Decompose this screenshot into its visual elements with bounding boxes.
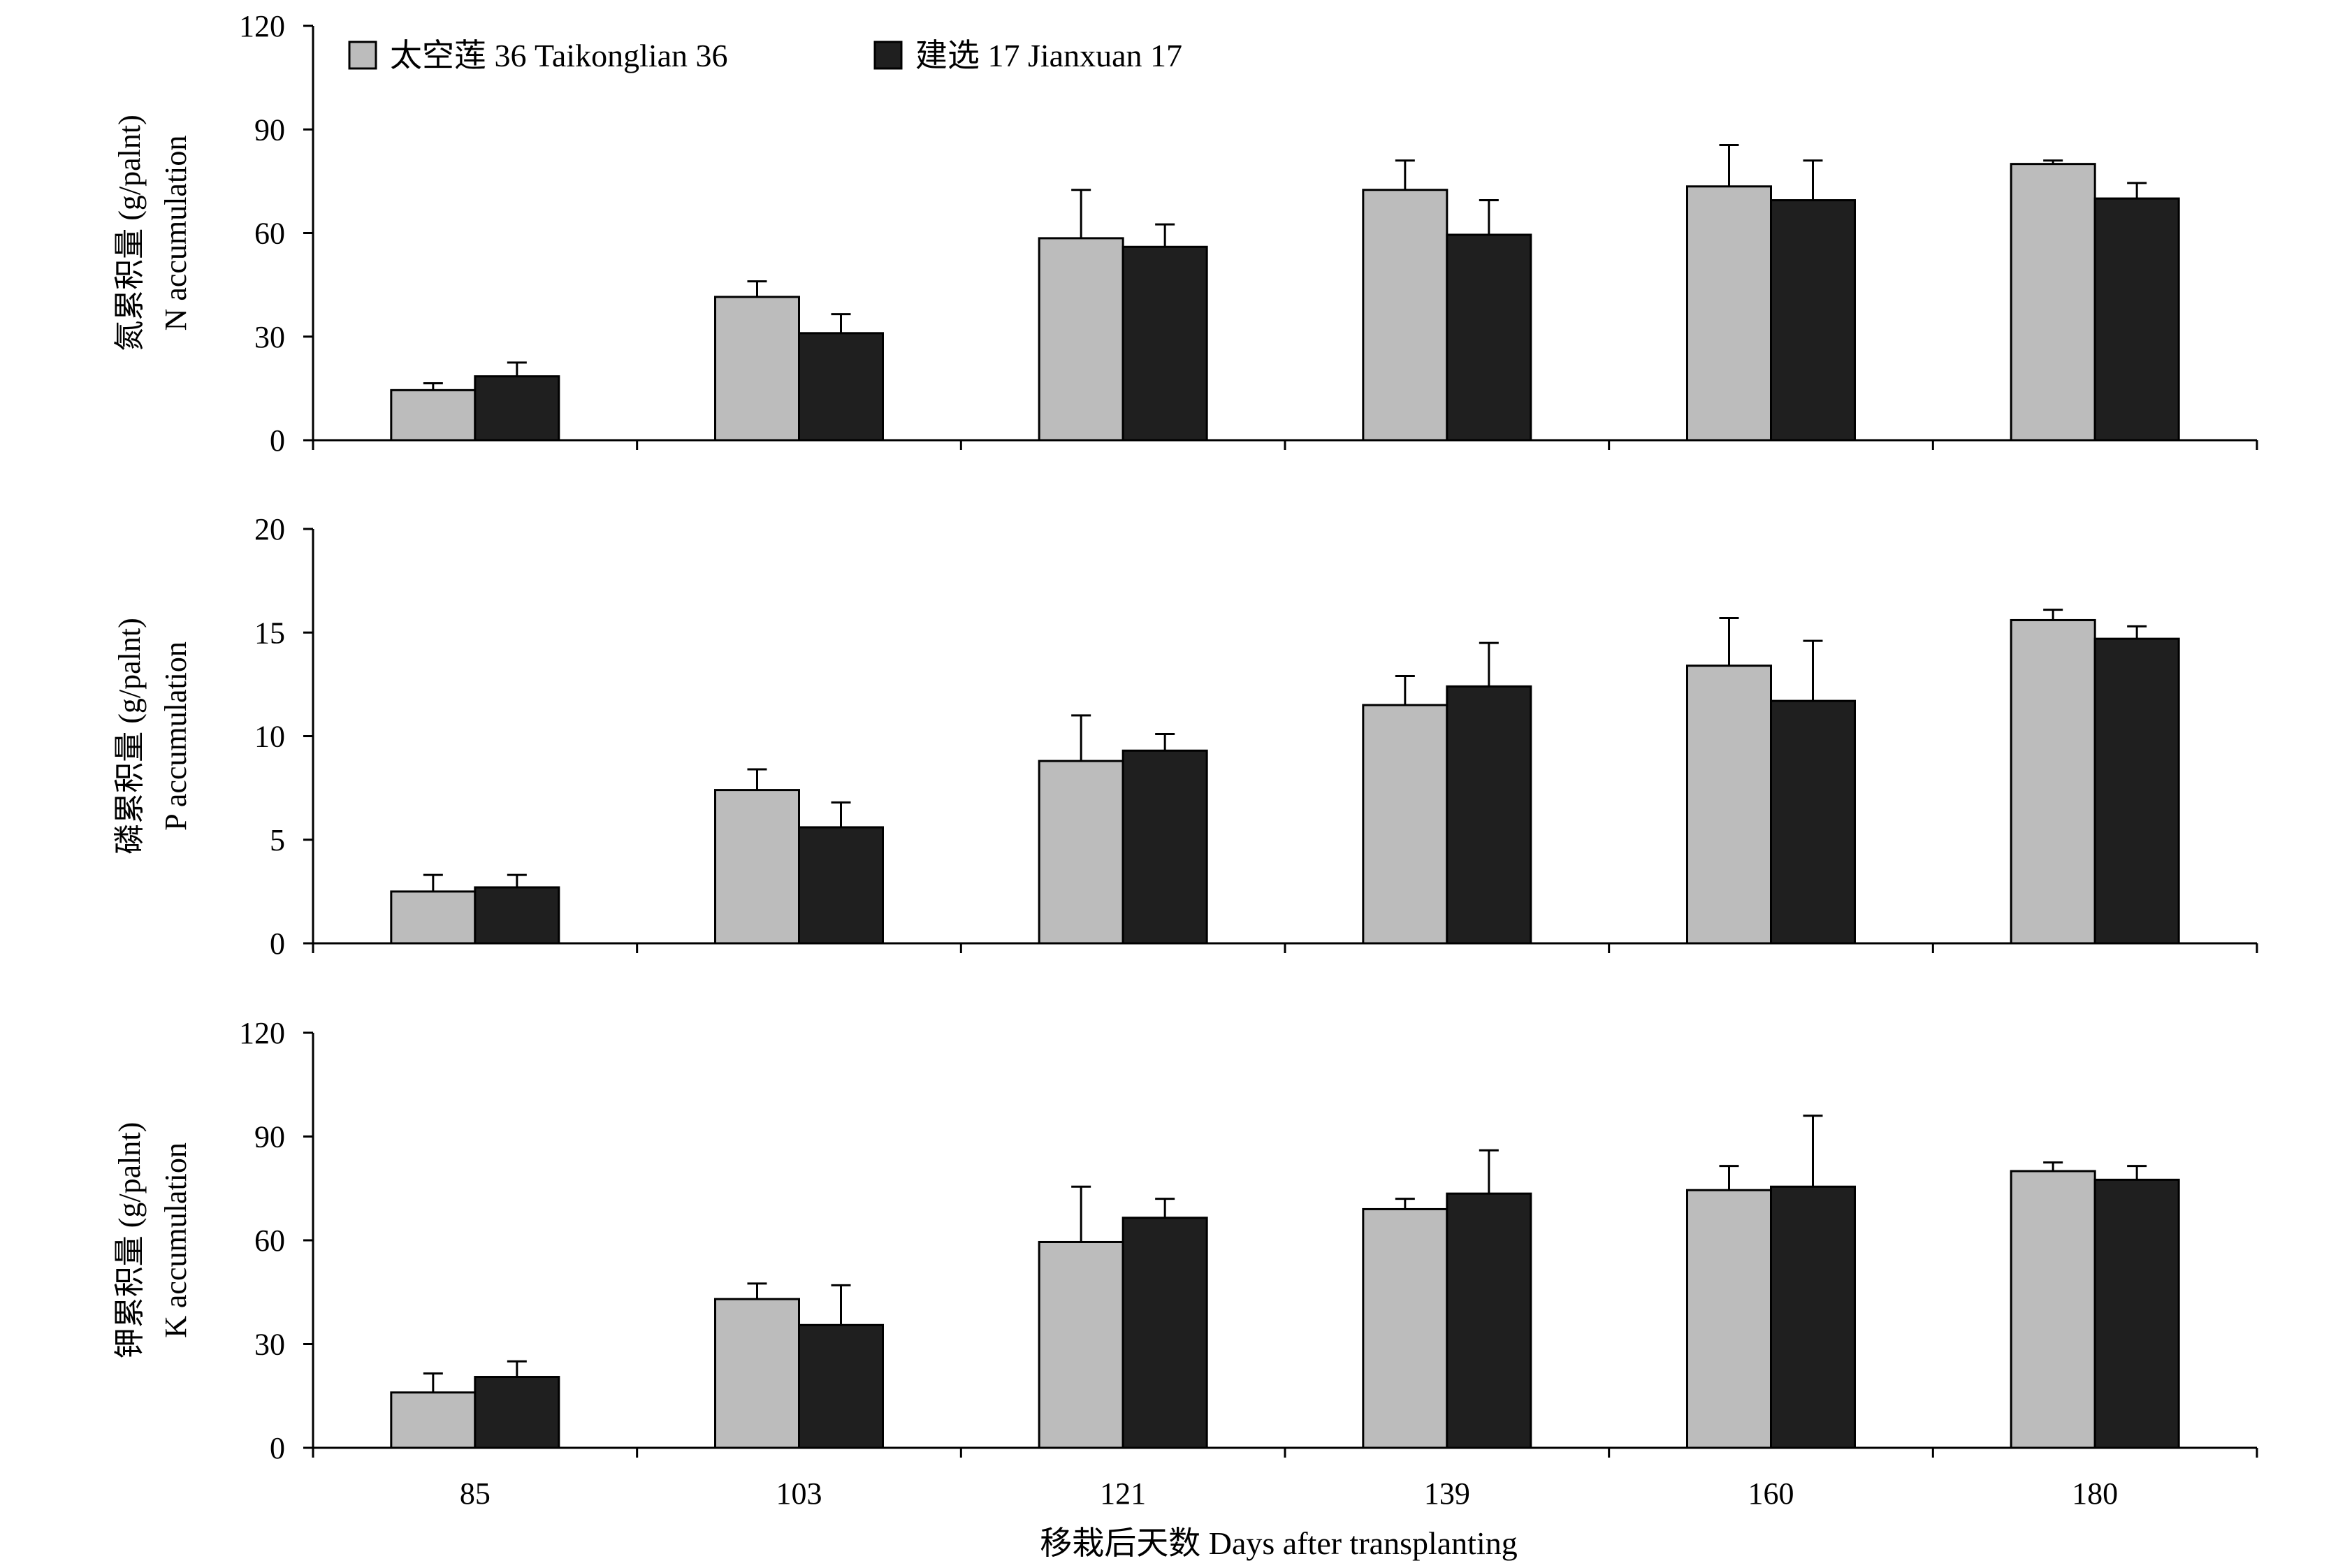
bar-2-103 — [798, 826, 884, 945]
y-tick-label: 0 — [270, 1431, 285, 1465]
bar-1-139 — [1362, 704, 1448, 945]
panel-1: 0 30 60 90 120 氮累积量 (g/palnt) N accumulation — [112, 9, 2258, 458]
bar-1-180 — [2010, 618, 2096, 945]
bar-1-121 — [1038, 1240, 1124, 1449]
x-tick-label: 121 — [1100, 1476, 1146, 1511]
bar-2-160 — [1770, 199, 1856, 442]
bar-2-85 — [474, 375, 560, 442]
legend-label-2: 建选 17 Jianxuan 17 — [915, 38, 1182, 73]
y-tick-label: 60 — [254, 1224, 285, 1258]
y-tick-label: 120 — [239, 9, 285, 43]
bar-2-85 — [474, 886, 560, 945]
y-tick-label: 30 — [254, 320, 285, 354]
y-axis-label: 磷累积量 (g/palnt) P accumulation — [112, 618, 193, 855]
x-tick-label: 160 — [1748, 1476, 1794, 1511]
bar-1-139 — [1362, 1207, 1448, 1449]
bar-2-180 — [2093, 637, 2180, 945]
bar-1-121 — [1038, 760, 1124, 945]
y-tick-label: 120 — [239, 1016, 285, 1050]
bar-2-139 — [1446, 1192, 1532, 1449]
y-axis-label: 钾累积量 (g/palnt) K accumulation — [112, 1122, 193, 1359]
legend-swatch-2 — [873, 41, 903, 70]
bar-2-103 — [798, 332, 884, 442]
bar-1-160 — [1686, 665, 1772, 945]
y-axis-label-line: 磷累积量 (g/palnt) — [112, 618, 147, 855]
y-tick-label: 5 — [270, 823, 285, 857]
bar-1-139 — [1362, 189, 1448, 442]
legend: 太空莲 36 Taikonglian 36 建选 17 Jianxuan 17 — [348, 38, 1182, 73]
y-tick-label: 30 — [254, 1328, 285, 1362]
bar-2-180 — [2093, 197, 2180, 442]
panel-3: 0 30 60 90 120 85 103 121 139 160 180 钾累积量 (g/palnt… — [112, 1016, 2258, 1511]
panels: 0 30 60 90 120 氮累积量 (g/palnt) N accumulation 0 5… — [112, 9, 2258, 1511]
bar-1-121 — [1038, 237, 1124, 442]
bar-1-85 — [390, 890, 477, 945]
bar-1-85 — [390, 389, 477, 442]
bar-1-180 — [2010, 1170, 2096, 1449]
bar-2-85 — [474, 1376, 560, 1449]
x-tick-label: 180 — [2072, 1476, 2118, 1511]
y-tick-label: 90 — [254, 112, 285, 147]
y-axis-label: 氮累积量 (g/palnt) N accumulation — [112, 115, 193, 351]
bar-1-103 — [714, 296, 800, 442]
x-tick-label: 139 — [1424, 1476, 1470, 1511]
y-axis-label-line: K accumulation — [159, 1142, 193, 1338]
y-tick-label: 60 — [254, 217, 285, 251]
bar-2-121 — [1121, 749, 1208, 945]
bar-2-103 — [798, 1323, 884, 1449]
y-axis-label-line: P accumulation — [159, 641, 193, 831]
bar-2-160 — [1770, 1185, 1856, 1449]
y-tick-label: 90 — [254, 1120, 285, 1154]
bar-1-160 — [1686, 185, 1772, 442]
y-tick-label: 15 — [254, 616, 285, 650]
y-axis-label-line: 氮累积量 (g/palnt) — [112, 115, 147, 351]
y-tick-label: 0 — [270, 927, 285, 961]
y-axis-label-line: N accumulation — [159, 136, 193, 331]
x-tick-label: 103 — [776, 1476, 822, 1511]
bar-2-121 — [1121, 1217, 1208, 1449]
bar-2-121 — [1121, 245, 1208, 442]
bar-1-85 — [390, 1391, 477, 1449]
bar-2-139 — [1446, 685, 1532, 945]
bar-2-160 — [1770, 699, 1856, 945]
bar-1-180 — [2010, 163, 2096, 442]
bar-1-103 — [714, 789, 800, 945]
bar-2-139 — [1446, 233, 1532, 442]
bar-2-180 — [2093, 1178, 2180, 1449]
panel-2: 0 5 10 15 20 磷累积量 (g/palnt) P accumulation — [112, 512, 2258, 961]
y-tick-label: 20 — [254, 512, 285, 546]
legend-swatch-1 — [348, 41, 377, 70]
y-tick-label: 10 — [254, 720, 285, 754]
y-tick-label: 0 — [270, 423, 285, 458]
x-axis-label: 移栽后天数 Days after transplanting — [1040, 1525, 1517, 1561]
y-axis-label-line: 钾累积量 (g/palnt) — [112, 1122, 147, 1359]
x-tick-label: 85 — [460, 1476, 491, 1511]
bar-1-160 — [1686, 1189, 1772, 1449]
bar-1-103 — [714, 1298, 800, 1449]
legend-label-1: 太空莲 36 Taikonglian 36 — [390, 38, 728, 73]
